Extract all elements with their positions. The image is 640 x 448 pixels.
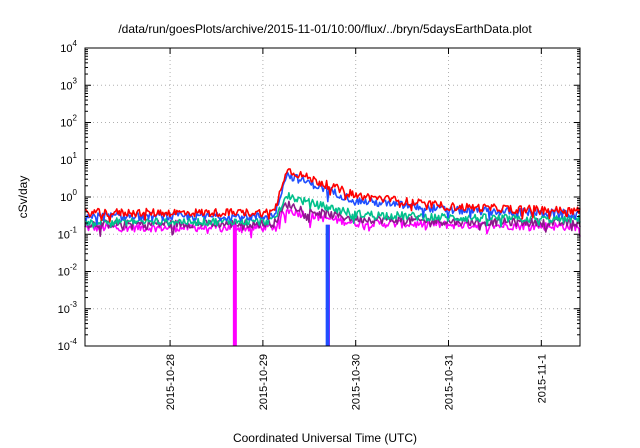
y-tick-label: 10-1 xyxy=(58,225,78,241)
y-tick-label: 10-3 xyxy=(58,300,78,316)
series-line-1 xyxy=(84,208,581,239)
series-line-5 xyxy=(84,168,581,223)
grid xyxy=(85,48,580,346)
series-dropout-1 xyxy=(232,224,237,346)
x-axis: 2015-10-28 2015-10-29 2015-10-30 2015-10-31… xyxy=(165,48,548,410)
plot-area xyxy=(84,168,581,346)
y-tick-label: 10-2 xyxy=(58,263,78,279)
x-tick-label: 2015-10-28 xyxy=(165,354,177,410)
y-tick-label: 100 xyxy=(60,188,77,204)
series-line-3 xyxy=(84,192,581,229)
y-tick-label: 10-4 xyxy=(58,337,78,353)
y-axis-label: cSv/day xyxy=(16,176,30,219)
y-tick-label: 102 xyxy=(60,114,77,130)
x-tick-label: 2015-10-30 xyxy=(351,354,363,410)
x-tick-label: 2015-10-29 xyxy=(258,354,270,410)
series-dropout-3 xyxy=(325,224,330,346)
chart-title: /data/run/goesPlots/archive/2015-11-01/1… xyxy=(118,22,532,36)
y-tick-label: 104 xyxy=(60,39,77,55)
x-tick-label: 2015-11-1 xyxy=(536,354,548,403)
series-line-4 xyxy=(84,171,581,226)
y-tick-label: 101 xyxy=(60,151,77,167)
y-tick-label: 103 xyxy=(60,76,77,92)
x-tick-label: 2015-10-31 xyxy=(444,354,456,410)
y-axis: 104 103 102 101 100 10-1 10-2 10-3 10-4 xyxy=(58,39,580,353)
x-axis-label: Coordinated Universal Time (UTC) xyxy=(233,431,417,445)
